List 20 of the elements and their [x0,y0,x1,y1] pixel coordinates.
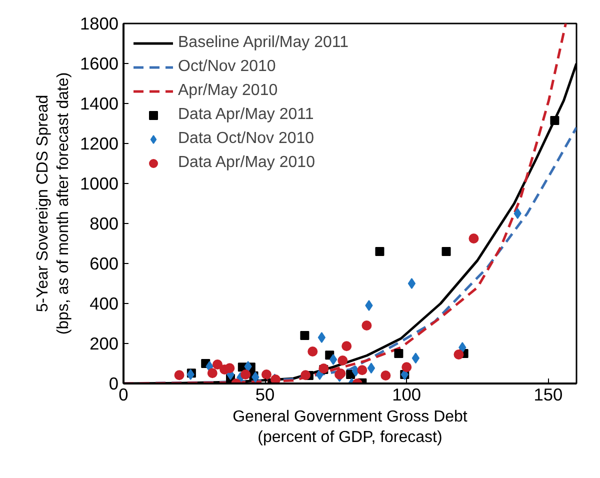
legend-label: Apr/May 2010 [178,82,278,100]
x-tick-label: 100 [392,384,422,404]
y-tick-label: 400 [90,294,119,314]
x-tick-label: 150 [534,384,563,404]
legend-label: Data Apr/May 2010 [178,154,315,172]
y-tick-label: 1600 [80,54,119,74]
y-tick-label: 1800 [80,14,119,34]
y-tick-label: 200 [90,334,119,354]
y-axis-title: 5-Year Sovereign CDS Spread (bps, as of month after forecast date) [34,72,72,335]
y-tick-label: 600 [90,254,119,274]
legend-label: Baseline April/May 2011 [178,34,348,52]
y-tick-label: 1000 [80,174,119,194]
x-axis-title: General Government Gross Debt (percent of GDP, forecast) [232,408,468,446]
legend-label: Oct/Nov 2010 [178,58,276,76]
x-tick-label: 50 [255,384,275,404]
y-tick-label: 1200 [80,134,119,154]
y-tick-label: 1400 [80,94,119,114]
legend-label: Data Apr/May 2011 [178,106,314,124]
y-tick-label: 800 [90,214,119,234]
legend-label: Data Oct/Nov 2010 [178,130,314,148]
